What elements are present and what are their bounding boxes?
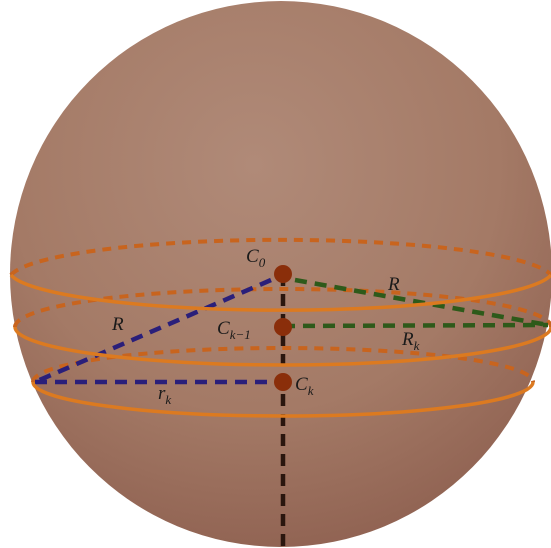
label-r-right: R	[387, 274, 400, 295]
label-ck: Ck	[295, 374, 314, 398]
label-sub: k	[308, 383, 314, 398]
label-base: R	[401, 329, 414, 350]
label-base: C	[217, 318, 230, 339]
label-base: R	[111, 314, 124, 335]
label-sub: k	[165, 392, 171, 407]
radius-Rk	[282, 322, 549, 329]
label-base: C	[295, 374, 308, 395]
label-c0: C0	[246, 246, 266, 270]
label-rk-lower: rk	[158, 383, 171, 407]
circle-back	[31, 346, 535, 383]
circle-backs	[9, 237, 551, 383]
center-point	[274, 373, 292, 391]
label-ck1: Ck−1	[217, 318, 251, 342]
label-sub: k−1	[230, 327, 251, 342]
label-base: R	[387, 274, 400, 295]
label-sub: k	[414, 338, 420, 353]
center-point	[274, 318, 292, 336]
circle-fronts	[9, 273, 551, 418]
circle-front	[9, 273, 551, 312]
label-rk-upper: Rk	[401, 329, 420, 353]
centers	[274, 265, 292, 391]
label-sub: 0	[259, 255, 266, 270]
circle-front	[13, 326, 551, 367]
label-r-left: R	[111, 314, 124, 335]
circle-front	[31, 381, 535, 418]
label-base: C	[246, 246, 259, 267]
circle-back	[13, 287, 551, 328]
circle-back	[9, 237, 551, 277]
radius-R-right	[294, 277, 549, 328]
label-base: r	[158, 383, 166, 404]
radius-R-left	[34, 277, 272, 385]
center-point	[274, 265, 292, 283]
